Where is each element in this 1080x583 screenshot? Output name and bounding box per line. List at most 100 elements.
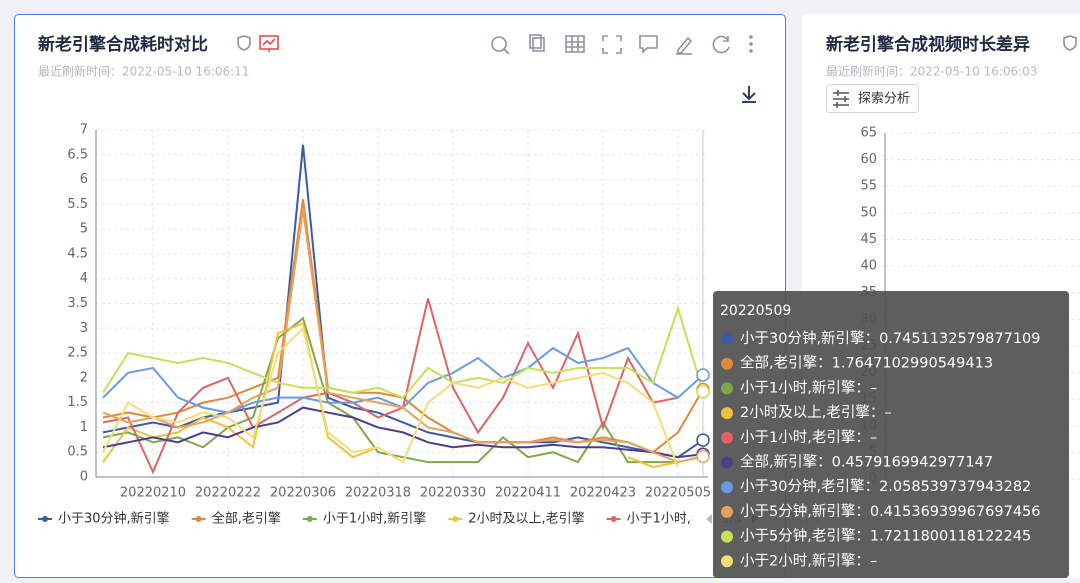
legend-label[interactable]: 小于1小时,老引擎 bbox=[627, 512, 730, 527]
y-tick-label: 4.5 bbox=[67, 246, 88, 261]
tooltip-value: – bbox=[870, 380, 877, 396]
tooltip-row: 全部,老引擎：1.7647102990549413 bbox=[740, 354, 993, 372]
badge-icons bbox=[237, 35, 279, 52]
series-line bbox=[102, 298, 679, 475]
tooltip-row: 全部,新引擎：0.4579169942977147 bbox=[740, 453, 993, 471]
y-tick-label: 6 bbox=[80, 172, 88, 187]
tooltip-series: 小于30分钟,新引擎 bbox=[740, 330, 865, 347]
series-line bbox=[102, 326, 679, 468]
y-tick-label: 6.5 bbox=[67, 147, 88, 162]
tooltip-value: 1.7647102990549413 bbox=[832, 356, 993, 372]
tooltip-separator: ： bbox=[855, 553, 870, 569]
tooltip-series: 小于5分钟,老引擎 bbox=[740, 528, 855, 545]
tooltip-separator: ： bbox=[817, 356, 832, 372]
tooltip-value: 2.058539737943282 bbox=[879, 479, 1031, 495]
tooltip-series: 小于5分钟,新引擎 bbox=[740, 503, 855, 520]
x-tick-label: 20220306 bbox=[270, 486, 336, 501]
tooltip-series: 小于1小时,老引擎 bbox=[740, 429, 855, 446]
explore-label[interactable]: 探索分析 bbox=[858, 92, 910, 107]
series-line bbox=[102, 321, 679, 469]
legend-swatch-dot bbox=[42, 516, 48, 522]
tooltip-series: 小于2小时,新引擎 bbox=[740, 552, 855, 569]
y-tick-label: 3 bbox=[80, 321, 88, 336]
legend-swatch-dot bbox=[452, 516, 459, 522]
tooltip-dot bbox=[721, 505, 733, 518]
tooltip-value: – bbox=[870, 553, 877, 569]
tooltip-row: 小于1小时,老引擎：– bbox=[740, 429, 877, 446]
tooltip-dot bbox=[721, 382, 733, 395]
panel-title: 新老引擎合成视频时长差异 bbox=[826, 34, 1030, 55]
tooltip-row: 小于1小时,新引擎：– bbox=[740, 379, 877, 396]
series-line bbox=[102, 209, 704, 464]
explore-button[interactable] bbox=[826, 84, 919, 113]
x-tick-label: 20220505 bbox=[645, 486, 711, 501]
tooltip-separator: ： bbox=[855, 380, 870, 396]
tooltip-row: 2小时及以上,老引擎：– bbox=[740, 404, 892, 421]
tooltip-dot bbox=[721, 407, 733, 420]
y-tick-label: 50 bbox=[860, 205, 877, 220]
y-tick-label: 3.5 bbox=[67, 296, 88, 311]
tooltip-row: 小于5分钟,老引擎：1.7211800118122245 bbox=[740, 528, 1031, 545]
toolbar[interactable] bbox=[491, 34, 756, 103]
tooltip-box bbox=[713, 291, 1069, 578]
series-line bbox=[102, 406, 704, 459]
refresh-time: 最近刷新时间：2022-05-10 16:06:11 bbox=[38, 64, 249, 79]
legend-label[interactable]: 小于1小时,新引擎 bbox=[323, 511, 426, 527]
legend: 小于30分钟,新引擎 全部,老引擎 小于1小时,新引擎 2小时及以上,老引擎 小于1小时… bbox=[38, 511, 758, 527]
x-tick-label: 20220411 bbox=[495, 486, 561, 501]
legend-label[interactable]: 全部,老引擎 bbox=[212, 511, 281, 527]
hover-point bbox=[696, 433, 710, 447]
tooltip-value: 0.41536939967697456 bbox=[870, 504, 1041, 520]
tooltip-series: 2小时及以上,老引擎 bbox=[740, 404, 870, 421]
series-line bbox=[102, 305, 704, 399]
tooltip-series: 全部,老引擎 bbox=[740, 354, 817, 372]
tooltip-separator: ： bbox=[855, 504, 870, 520]
badge-icon bbox=[1063, 35, 1077, 51]
x-tick-label: 20220210 bbox=[120, 486, 186, 501]
hover-point bbox=[696, 368, 710, 382]
tooltip-separator: ： bbox=[865, 331, 880, 347]
legend-label[interactable]: 2小时及以上,老引擎 bbox=[468, 512, 584, 527]
legend-swatch-dot bbox=[306, 516, 313, 522]
legend-prev[interactable] bbox=[706, 514, 712, 524]
tooltip-value: 1.7211800118122245 bbox=[870, 529, 1031, 545]
tooltip-value: 0.4579169942977147 bbox=[832, 455, 993, 471]
y-tick-label: 65 bbox=[860, 126, 877, 141]
tooltip-row: 小于30分钟,新引擎：0.7451132579877109 bbox=[740, 330, 1041, 347]
tooltip-separator: ： bbox=[865, 479, 880, 495]
tooltip-dot bbox=[721, 530, 733, 543]
y-tick-label: 2 bbox=[80, 370, 88, 385]
y-tick-label: 40 bbox=[860, 259, 877, 274]
legend-label[interactable]: 小于30分钟,新引擎 bbox=[58, 511, 170, 527]
tooltip-dot bbox=[721, 431, 733, 444]
tooltip-value: 0.7451132579877109 bbox=[879, 331, 1040, 347]
x-tick-label: 20220423 bbox=[570, 486, 636, 501]
legend-swatch-dot bbox=[195, 516, 202, 522]
tooltip-separator: ： bbox=[870, 405, 885, 421]
tooltip-separator: ： bbox=[855, 529, 870, 545]
y-tick-label: 55 bbox=[860, 179, 877, 194]
panel-title: 新老引擎合成耗时对比 bbox=[38, 34, 208, 55]
tooltip-row: 小于2小时,新引擎：– bbox=[740, 552, 877, 569]
tooltip-dot bbox=[721, 555, 733, 568]
tooltip-dot bbox=[721, 333, 733, 345]
tooltip-value: – bbox=[884, 405, 891, 421]
x-tick-label: 20220318 bbox=[345, 486, 411, 501]
tooltip-title: 20220509 bbox=[720, 303, 791, 319]
y-tick-label: 2.5 bbox=[67, 346, 88, 361]
y-tick-label: 4 bbox=[80, 271, 88, 286]
tooltip-series: 小于30分钟,老引擎 bbox=[740, 478, 865, 495]
y-tick-label: 0 bbox=[80, 470, 88, 485]
tooltip-dot bbox=[721, 481, 733, 494]
tooltip: 20220509小于30分钟,新引擎：0.7451132579877109全部,… bbox=[713, 291, 1069, 578]
tooltip-value: – bbox=[870, 430, 877, 446]
tooltip-series: 小于1小时,新引擎 bbox=[740, 379, 855, 396]
y-tick-label: 60 bbox=[860, 152, 877, 167]
tooltip-row: 小于30分钟,老引擎：2.058539737943282 bbox=[740, 478, 1031, 495]
explore-icon bbox=[833, 90, 849, 108]
tooltip-series: 全部,新引擎 bbox=[740, 453, 817, 471]
legend-swatch-dot bbox=[610, 516, 617, 522]
hover-point bbox=[696, 449, 710, 464]
x-tick-label: 20220222 bbox=[195, 486, 261, 501]
